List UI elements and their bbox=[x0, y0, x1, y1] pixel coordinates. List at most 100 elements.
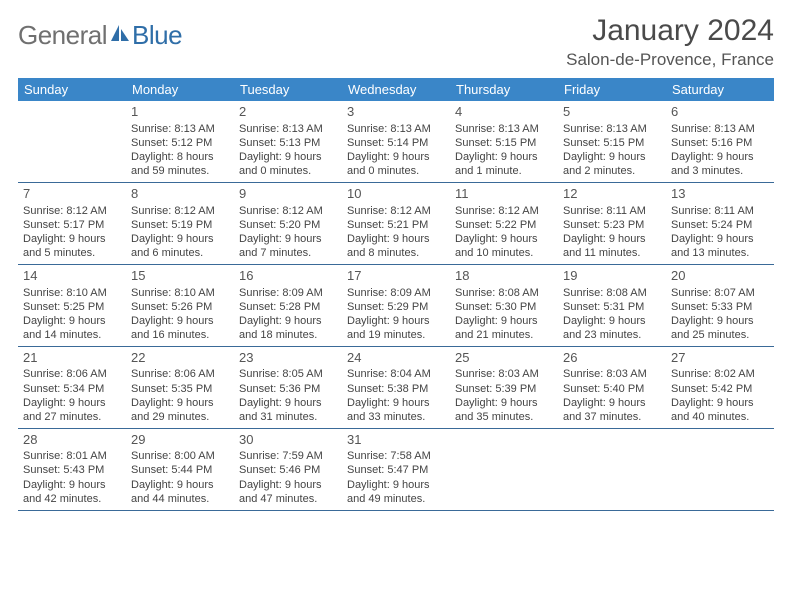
day-number: 16 bbox=[239, 268, 337, 285]
sunrise-text: Sunrise: 8:12 AM bbox=[131, 204, 229, 218]
sunrise-text: Sunrise: 8:04 AM bbox=[347, 367, 445, 381]
day-number: 10 bbox=[347, 186, 445, 203]
sunrise-text: Sunrise: 8:13 AM bbox=[563, 122, 661, 136]
day-cell: 25Sunrise: 8:03 AMSunset: 5:39 PMDayligh… bbox=[450, 347, 558, 428]
day-number: 28 bbox=[23, 432, 121, 449]
daylight-text: Daylight: 9 hours and 35 minutes. bbox=[455, 396, 553, 424]
sunrise-text: Sunrise: 8:12 AM bbox=[455, 204, 553, 218]
sunrise-text: Sunrise: 8:00 AM bbox=[131, 449, 229, 463]
daylight-text: Daylight: 9 hours and 1 minute. bbox=[455, 150, 553, 178]
day-cell: 4Sunrise: 8:13 AMSunset: 5:15 PMDaylight… bbox=[450, 101, 558, 182]
sunset-text: Sunset: 5:34 PM bbox=[23, 382, 121, 396]
sunset-text: Sunset: 5:30 PM bbox=[455, 300, 553, 314]
daylight-text: Daylight: 9 hours and 3 minutes. bbox=[671, 150, 769, 178]
day-number: 7 bbox=[23, 186, 121, 203]
day-number: 2 bbox=[239, 104, 337, 121]
day-cell bbox=[666, 429, 774, 510]
day-number: 24 bbox=[347, 350, 445, 367]
week-row: 28Sunrise: 8:01 AMSunset: 5:43 PMDayligh… bbox=[18, 429, 774, 511]
daylight-text: Daylight: 9 hours and 25 minutes. bbox=[671, 314, 769, 342]
sunset-text: Sunset: 5:26 PM bbox=[131, 300, 229, 314]
sail-icon bbox=[109, 23, 131, 48]
sunrise-text: Sunrise: 8:13 AM bbox=[131, 122, 229, 136]
sunrise-text: Sunrise: 8:10 AM bbox=[131, 286, 229, 300]
day-number: 11 bbox=[455, 186, 553, 203]
sunrise-text: Sunrise: 8:12 AM bbox=[239, 204, 337, 218]
day-cell: 27Sunrise: 8:02 AMSunset: 5:42 PMDayligh… bbox=[666, 347, 774, 428]
sunset-text: Sunset: 5:46 PM bbox=[239, 463, 337, 477]
day-cell bbox=[18, 101, 126, 182]
sunset-text: Sunset: 5:39 PM bbox=[455, 382, 553, 396]
sunset-text: Sunset: 5:36 PM bbox=[239, 382, 337, 396]
daylight-text: Daylight: 9 hours and 16 minutes. bbox=[131, 314, 229, 342]
sunset-text: Sunset: 5:31 PM bbox=[563, 300, 661, 314]
daylight-text: Daylight: 9 hours and 5 minutes. bbox=[23, 232, 121, 260]
day-cell: 14Sunrise: 8:10 AMSunset: 5:25 PMDayligh… bbox=[18, 265, 126, 346]
sunrise-text: Sunrise: 8:06 AM bbox=[23, 367, 121, 381]
sunset-text: Sunset: 5:13 PM bbox=[239, 136, 337, 150]
daylight-text: Daylight: 9 hours and 2 minutes. bbox=[563, 150, 661, 178]
sunset-text: Sunset: 5:14 PM bbox=[347, 136, 445, 150]
daylight-text: Daylight: 9 hours and 40 minutes. bbox=[671, 396, 769, 424]
sunset-text: Sunset: 5:47 PM bbox=[347, 463, 445, 477]
sunset-text: Sunset: 5:23 PM bbox=[563, 218, 661, 232]
weekday-header: Friday bbox=[558, 78, 666, 101]
sunrise-text: Sunrise: 8:13 AM bbox=[455, 122, 553, 136]
daylight-text: Daylight: 9 hours and 7 minutes. bbox=[239, 232, 337, 260]
day-number: 18 bbox=[455, 268, 553, 285]
logo-text-general: General bbox=[18, 20, 107, 51]
daylight-text: Daylight: 9 hours and 19 minutes. bbox=[347, 314, 445, 342]
day-cell: 20Sunrise: 8:07 AMSunset: 5:33 PMDayligh… bbox=[666, 265, 774, 346]
page: General Blue January 2024 Salon-de-Prove… bbox=[0, 0, 792, 521]
sunset-text: Sunset: 5:24 PM bbox=[671, 218, 769, 232]
week-row: 7Sunrise: 8:12 AMSunset: 5:17 PMDaylight… bbox=[18, 183, 774, 265]
day-number: 31 bbox=[347, 432, 445, 449]
day-cell: 18Sunrise: 8:08 AMSunset: 5:30 PMDayligh… bbox=[450, 265, 558, 346]
day-cell: 29Sunrise: 8:00 AMSunset: 5:44 PMDayligh… bbox=[126, 429, 234, 510]
day-cell: 11Sunrise: 8:12 AMSunset: 5:22 PMDayligh… bbox=[450, 183, 558, 264]
sunrise-text: Sunrise: 8:07 AM bbox=[671, 286, 769, 300]
sunrise-text: Sunrise: 8:03 AM bbox=[563, 367, 661, 381]
sunrise-text: Sunrise: 8:09 AM bbox=[347, 286, 445, 300]
sunrise-text: Sunrise: 8:13 AM bbox=[671, 122, 769, 136]
day-cell: 16Sunrise: 8:09 AMSunset: 5:28 PMDayligh… bbox=[234, 265, 342, 346]
sunset-text: Sunset: 5:25 PM bbox=[23, 300, 121, 314]
sunset-text: Sunset: 5:35 PM bbox=[131, 382, 229, 396]
day-cell: 7Sunrise: 8:12 AMSunset: 5:17 PMDaylight… bbox=[18, 183, 126, 264]
day-cell: 5Sunrise: 8:13 AMSunset: 5:15 PMDaylight… bbox=[558, 101, 666, 182]
day-number: 1 bbox=[131, 104, 229, 121]
day-cell: 23Sunrise: 8:05 AMSunset: 5:36 PMDayligh… bbox=[234, 347, 342, 428]
sunset-text: Sunset: 5:33 PM bbox=[671, 300, 769, 314]
day-cell: 6Sunrise: 8:13 AMSunset: 5:16 PMDaylight… bbox=[666, 101, 774, 182]
sunrise-text: Sunrise: 8:13 AM bbox=[347, 122, 445, 136]
sunset-text: Sunset: 5:28 PM bbox=[239, 300, 337, 314]
daylight-text: Daylight: 9 hours and 14 minutes. bbox=[23, 314, 121, 342]
day-cell: 17Sunrise: 8:09 AMSunset: 5:29 PMDayligh… bbox=[342, 265, 450, 346]
weekday-header: Thursday bbox=[450, 78, 558, 101]
day-cell bbox=[450, 429, 558, 510]
day-number: 5 bbox=[563, 104, 661, 121]
daylight-text: Daylight: 9 hours and 21 minutes. bbox=[455, 314, 553, 342]
daylight-text: Daylight: 9 hours and 11 minutes. bbox=[563, 232, 661, 260]
sunrise-text: Sunrise: 8:12 AM bbox=[23, 204, 121, 218]
daylight-text: Daylight: 9 hours and 31 minutes. bbox=[239, 396, 337, 424]
daylight-text: Daylight: 9 hours and 13 minutes. bbox=[671, 232, 769, 260]
sunset-text: Sunset: 5:38 PM bbox=[347, 382, 445, 396]
day-cell: 26Sunrise: 8:03 AMSunset: 5:40 PMDayligh… bbox=[558, 347, 666, 428]
daylight-text: Daylight: 9 hours and 6 minutes. bbox=[131, 232, 229, 260]
day-cell: 15Sunrise: 8:10 AMSunset: 5:26 PMDayligh… bbox=[126, 265, 234, 346]
daylight-text: Daylight: 9 hours and 47 minutes. bbox=[239, 478, 337, 506]
sunrise-text: Sunrise: 8:03 AM bbox=[455, 367, 553, 381]
day-cell: 13Sunrise: 8:11 AMSunset: 5:24 PMDayligh… bbox=[666, 183, 774, 264]
weekday-header: Wednesday bbox=[342, 78, 450, 101]
day-number: 25 bbox=[455, 350, 553, 367]
daylight-text: Daylight: 9 hours and 8 minutes. bbox=[347, 232, 445, 260]
sunset-text: Sunset: 5:16 PM bbox=[671, 136, 769, 150]
header: General Blue January 2024 Salon-de-Prove… bbox=[18, 14, 774, 70]
sunset-text: Sunset: 5:12 PM bbox=[131, 136, 229, 150]
day-cell: 31Sunrise: 7:58 AMSunset: 5:47 PMDayligh… bbox=[342, 429, 450, 510]
sunrise-text: Sunrise: 8:02 AM bbox=[671, 367, 769, 381]
daylight-text: Daylight: 9 hours and 49 minutes. bbox=[347, 478, 445, 506]
sunrise-text: Sunrise: 8:10 AM bbox=[23, 286, 121, 300]
day-number: 17 bbox=[347, 268, 445, 285]
